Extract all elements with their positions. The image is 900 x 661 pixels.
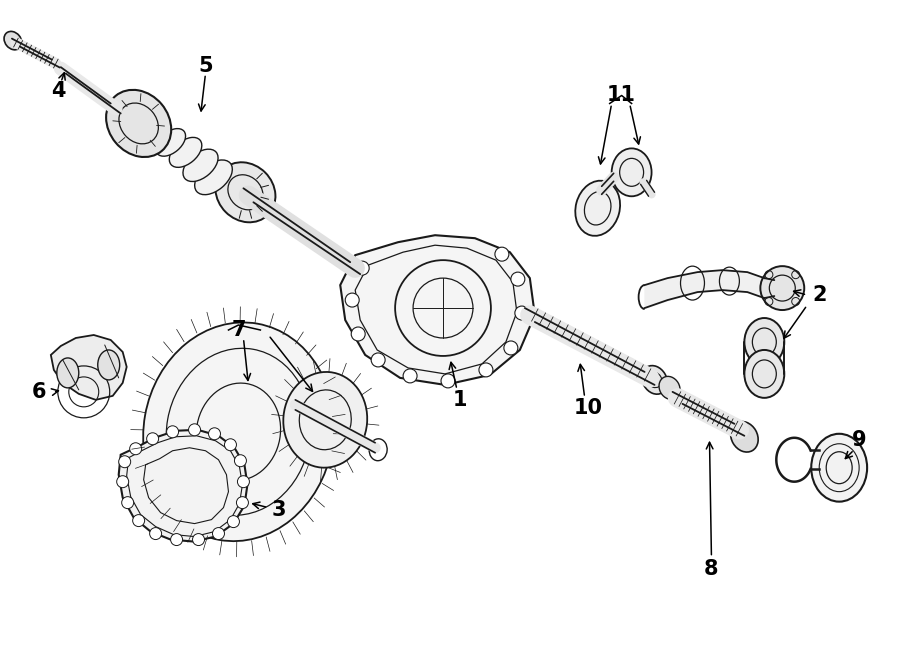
Circle shape xyxy=(371,353,385,367)
Ellipse shape xyxy=(130,116,155,139)
Circle shape xyxy=(479,363,493,377)
Circle shape xyxy=(122,496,134,508)
Ellipse shape xyxy=(642,366,668,394)
Text: 8: 8 xyxy=(704,559,719,580)
Circle shape xyxy=(504,341,518,355)
Ellipse shape xyxy=(156,129,185,156)
Text: 1: 1 xyxy=(453,390,467,410)
Circle shape xyxy=(237,496,248,508)
Text: 9: 9 xyxy=(851,430,867,449)
Circle shape xyxy=(132,515,145,527)
Circle shape xyxy=(130,443,141,455)
Text: 11: 11 xyxy=(608,85,636,106)
Ellipse shape xyxy=(57,358,79,388)
Ellipse shape xyxy=(183,149,218,182)
Text: 5: 5 xyxy=(198,56,212,75)
Ellipse shape xyxy=(215,163,275,222)
Circle shape xyxy=(212,527,224,539)
Circle shape xyxy=(356,261,369,275)
Ellipse shape xyxy=(4,32,22,50)
Circle shape xyxy=(441,374,455,388)
Ellipse shape xyxy=(284,372,367,468)
Circle shape xyxy=(760,266,805,310)
Ellipse shape xyxy=(744,350,784,398)
Circle shape xyxy=(166,426,178,438)
Circle shape xyxy=(171,533,183,545)
Ellipse shape xyxy=(811,434,867,502)
Circle shape xyxy=(209,428,220,440)
Circle shape xyxy=(147,433,158,445)
Ellipse shape xyxy=(169,137,202,167)
Ellipse shape xyxy=(612,148,652,196)
Text: 2: 2 xyxy=(812,285,826,305)
Text: 6: 6 xyxy=(32,382,46,402)
Circle shape xyxy=(119,455,130,468)
Polygon shape xyxy=(119,430,248,541)
Circle shape xyxy=(495,247,508,261)
Ellipse shape xyxy=(194,160,232,195)
Circle shape xyxy=(193,533,204,545)
Ellipse shape xyxy=(575,180,620,236)
Ellipse shape xyxy=(731,422,758,452)
Text: 7: 7 xyxy=(231,320,246,340)
Ellipse shape xyxy=(659,376,680,399)
Polygon shape xyxy=(340,235,535,385)
Circle shape xyxy=(149,527,162,539)
Circle shape xyxy=(346,293,359,307)
Circle shape xyxy=(189,424,201,436)
Circle shape xyxy=(224,439,237,451)
Circle shape xyxy=(235,455,247,467)
Ellipse shape xyxy=(744,318,784,366)
Ellipse shape xyxy=(142,121,169,146)
Ellipse shape xyxy=(98,350,120,380)
Circle shape xyxy=(351,327,365,341)
Ellipse shape xyxy=(106,90,171,157)
Text: 10: 10 xyxy=(573,398,602,418)
Circle shape xyxy=(228,516,239,527)
Text: 3: 3 xyxy=(271,500,285,520)
Circle shape xyxy=(515,306,529,320)
Ellipse shape xyxy=(143,323,334,541)
Circle shape xyxy=(403,369,417,383)
Circle shape xyxy=(117,476,129,488)
Polygon shape xyxy=(50,335,127,400)
Circle shape xyxy=(511,272,525,286)
Circle shape xyxy=(238,476,249,488)
Text: 4: 4 xyxy=(51,81,66,100)
